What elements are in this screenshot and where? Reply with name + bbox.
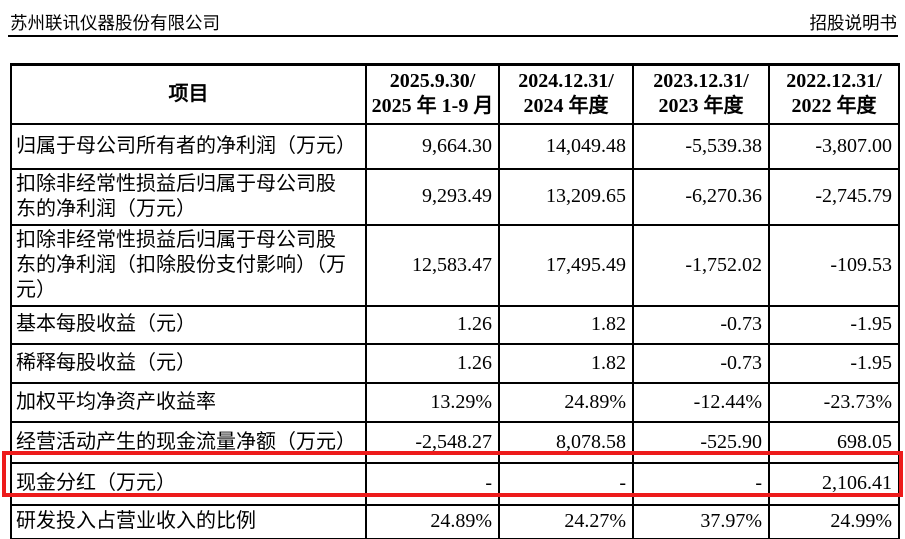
- value-cell: 14,049.48: [498, 122, 634, 170]
- value-cell: -5,539.38: [632, 122, 770, 170]
- value-cell: 8,078.58: [498, 420, 634, 464]
- value-cell: 1.26: [365, 304, 500, 345]
- row-label: 经营活动产生的现金流量净额（万元）: [10, 420, 367, 464]
- value-cell: -3,807.00: [768, 122, 900, 170]
- column-header-item: 项目: [10, 63, 367, 125]
- column-header-date: 2024.12.31/: [518, 70, 614, 93]
- column-header-date: 2022.12.31/: [786, 70, 882, 93]
- value-cell: -: [632, 461, 770, 506]
- column-header-date: 2025.9.30/: [389, 70, 476, 93]
- row-label: 归属于母公司所有者的净利润（万元）: [10, 122, 367, 170]
- value-cell: 1.82: [498, 304, 634, 345]
- value-cell: -12.44%: [632, 381, 770, 423]
- value-cell: 24.99%: [768, 503, 900, 539]
- table-row: 归属于母公司所有者的净利润（万元） 9,664.30 14,049.48 -5,…: [10, 122, 900, 170]
- table-header-row: 项目 2025.9.30/ 2025 年 1-9 月 2024.12.31/ 2…: [10, 63, 900, 125]
- value-cell: -1,752.02: [632, 223, 770, 307]
- value-cell: 13,209.65: [498, 167, 634, 226]
- table-row: 加权平均净资产收益率 13.29% 24.89% -12.44% -23.73%: [10, 381, 900, 423]
- column-header-period: 2024 年度: [523, 95, 609, 118]
- value-cell: 24.27%: [498, 503, 634, 539]
- value-cell: 24.89%: [498, 381, 634, 423]
- value-cell: 9,293.49: [365, 167, 500, 226]
- value-cell: -0.73: [632, 342, 770, 384]
- value-cell: 24.89%: [365, 503, 500, 539]
- column-header-date: 2023.12.31/: [653, 70, 749, 93]
- value-cell: -: [365, 461, 500, 506]
- table-row: 扣除非经常性损益后归属于母公司股东的净利润（万元） 9,293.49 13,20…: [10, 167, 900, 226]
- table-row: 研发投入占营业收入的比例 24.89% 24.27% 37.97% 24.99%: [10, 503, 900, 539]
- column-header-period: 2025 年 1-9 月: [371, 95, 494, 118]
- value-cell: -0.73: [632, 304, 770, 345]
- column-header-2023: 2023.12.31/ 2023 年度: [632, 63, 770, 125]
- column-header-period: 2023 年度: [658, 95, 744, 118]
- column-header-2024: 2024.12.31/ 2024 年度: [498, 63, 634, 125]
- value-cell: -6,270.36: [632, 167, 770, 226]
- header-divider: [8, 35, 898, 37]
- value-cell: -525.90: [632, 420, 770, 464]
- table-row: 经营活动产生的现金流量净额（万元） -2,548.27 8,078.58 -52…: [10, 420, 900, 464]
- document-type-label: 招股说明书: [809, 13, 898, 33]
- table-row: 稀释每股收益（元） 1.26 1.82 -0.73 -1.95: [10, 342, 900, 384]
- value-cell: 9,664.30: [365, 122, 500, 170]
- value-cell: -: [498, 461, 634, 506]
- value-cell: 17,495.49: [498, 223, 634, 307]
- table-row: 扣除非经常性损益后归属于母公司股东的净利润（扣除股份支付影响）（万元） 12,5…: [10, 223, 900, 307]
- row-label: 加权平均净资产收益率: [10, 381, 367, 423]
- value-cell: 2,106.41: [768, 461, 900, 506]
- value-cell: -1.95: [768, 304, 900, 345]
- page-header: 苏州联讯仪器股份有限公司 招股说明书: [10, 10, 897, 35]
- company-name: 苏州联讯仪器股份有限公司: [10, 13, 220, 33]
- row-label: 扣除非经常性损益后归属于母公司股东的净利润（扣除股份支付影响）（万元）: [10, 223, 367, 307]
- row-label: 基本每股收益（元）: [10, 304, 367, 345]
- financial-indicators-table: 项目 2025.9.30/ 2025 年 1-9 月 2024.12.31/ 2…: [10, 63, 900, 539]
- column-header-2025: 2025.9.30/ 2025 年 1-9 月: [365, 63, 500, 125]
- value-cell: -1.95: [768, 342, 900, 384]
- value-cell: 12,583.47: [365, 223, 500, 307]
- table-row-cash-dividend: 现金分红（万元） - - - 2,106.41: [10, 461, 900, 506]
- value-cell: -2,548.27: [365, 420, 500, 464]
- row-label: 稀释每股收益（元）: [10, 342, 367, 384]
- value-cell: 1.26: [365, 342, 500, 384]
- value-cell: 1.82: [498, 342, 634, 384]
- column-header-period: 2022 年度: [791, 95, 877, 118]
- row-label: 研发投入占营业收入的比例: [10, 503, 367, 539]
- value-cell: 698.05: [768, 420, 900, 464]
- value-cell: 37.97%: [632, 503, 770, 539]
- value-cell: -23.73%: [768, 381, 900, 423]
- value-cell: 13.29%: [365, 381, 500, 423]
- value-cell: -2,745.79: [768, 167, 900, 226]
- column-header-2022: 2022.12.31/ 2022 年度: [768, 63, 900, 125]
- row-label: 扣除非经常性损益后归属于母公司股东的净利润（万元）: [10, 167, 367, 226]
- table-row: 基本每股收益（元） 1.26 1.82 -0.73 -1.95: [10, 304, 900, 345]
- row-label: 现金分红（万元）: [10, 461, 367, 506]
- column-header-text: 项目: [168, 82, 209, 105]
- value-cell: -109.53: [768, 223, 900, 307]
